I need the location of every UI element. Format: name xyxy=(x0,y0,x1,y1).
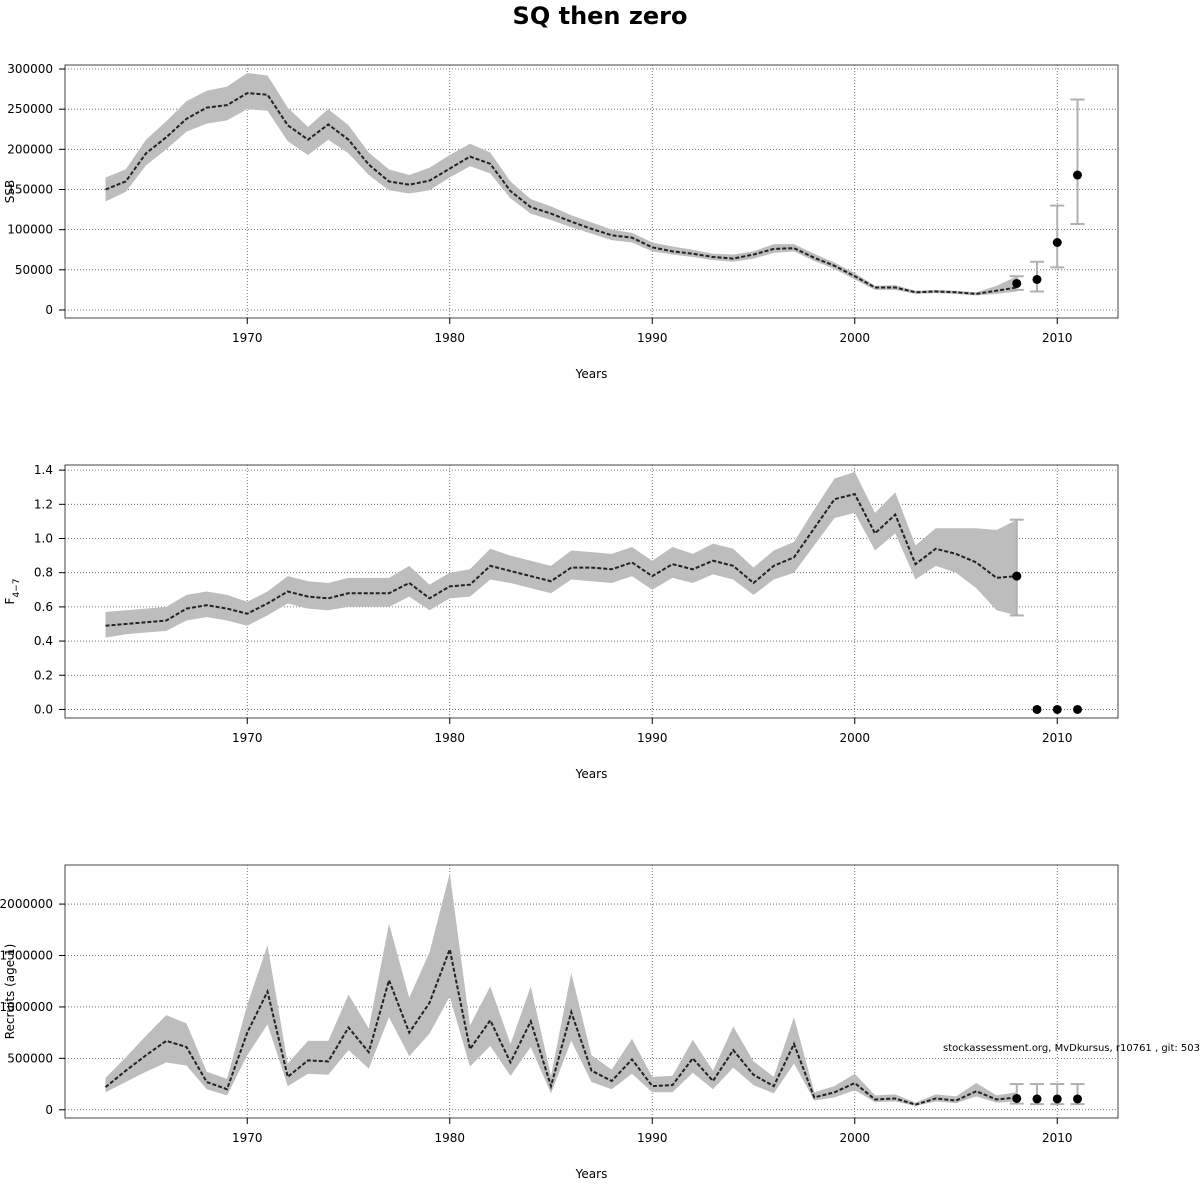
y-tick-label: 0.8 xyxy=(34,566,53,580)
x-tick-label: 1990 xyxy=(637,1131,668,1145)
x-axis-title: Years xyxy=(575,767,608,781)
y-tick-label: 1000000 xyxy=(0,1000,53,1014)
estimate-line xyxy=(104,945,1017,1106)
credit-text: stockassessment.org, MvDkursus, r10761 ,… xyxy=(943,1043,1200,1054)
x-tick-label: 1970 xyxy=(232,331,263,345)
y-tick-label: 1.4 xyxy=(34,463,53,477)
y-tick-label: 300000 xyxy=(7,62,53,76)
y-tick-label: 100000 xyxy=(7,223,53,237)
forecast-point xyxy=(1073,704,1082,714)
y-tick-label: 1.0 xyxy=(34,532,53,546)
y-tick-label: 2000000 xyxy=(0,897,53,911)
y-tick-label: 1500000 xyxy=(0,949,53,963)
plot-frame xyxy=(64,464,1119,719)
y-tick-label: 0.6 xyxy=(34,600,53,614)
x-tick-label: 1970 xyxy=(232,731,263,745)
plot-frame xyxy=(64,64,1119,319)
x-tick-label: 2010 xyxy=(1042,731,1073,745)
x-tick-label: 1970 xyxy=(232,1131,263,1145)
forecast-point xyxy=(1032,704,1042,714)
x-tick-label: 1990 xyxy=(637,331,668,345)
recruits-panel: 1970 1980 1990 2000 2010 0 500000 1000000 150000… xyxy=(0,864,1119,1181)
y-axis-title-main: SSB xyxy=(3,180,17,203)
y-tick-label: 0.0 xyxy=(34,702,53,716)
y-axis-title: F4−7 xyxy=(3,579,22,605)
plot-frame xyxy=(64,864,1119,1119)
y-tick-label: 0.2 xyxy=(34,668,53,682)
y-tick-label: 0.4 xyxy=(34,634,53,648)
y-axis-title: SSB xyxy=(3,180,17,203)
x-axis-title: Years xyxy=(575,1167,608,1181)
forecast-point xyxy=(1012,1093,1022,1103)
y-tick-label: 0 xyxy=(45,303,53,317)
x-tick-label: 2010 xyxy=(1042,331,1073,345)
fbar-panel: 1970 1980 1990 2000 2010 0.0 0.2 0.4 0.6 0.8 1.0 1.… xyxy=(3,463,1119,781)
y-tick-label: 0 xyxy=(45,1103,53,1117)
forecast-point xyxy=(1052,704,1062,714)
estimate-line xyxy=(105,92,1017,295)
forecast-point xyxy=(1073,1094,1082,1104)
x-axis-title: Years xyxy=(575,367,608,381)
chart-title: SQ then zero xyxy=(513,2,688,30)
forecast-point xyxy=(1052,1094,1062,1104)
x-tick-label: 1990 xyxy=(637,731,668,745)
y-axis-title-main: Recruits (age 1) xyxy=(3,944,17,1040)
y-tick-label: 200000 xyxy=(7,142,53,156)
forecast-point xyxy=(1012,571,1022,581)
confidence-band xyxy=(105,873,1017,1106)
confidence-band xyxy=(105,73,1017,296)
y-axis-title-main: F xyxy=(3,597,17,604)
forecast-point xyxy=(1012,278,1022,288)
x-tick-label: 2010 xyxy=(1042,1131,1073,1145)
ssb-panel: 1970 1980 1990 2000 2010 0 50000 100000 150000 20… xyxy=(3,62,1119,381)
estimate-line xyxy=(105,492,1017,627)
y-tick-label: 500000 xyxy=(7,1051,53,1065)
y-tick-label: 150000 xyxy=(7,182,53,196)
forecast-point xyxy=(1073,170,1082,180)
y-tick-label: 1.2 xyxy=(34,497,53,511)
y-axis-title: Recruits (age 1) xyxy=(3,944,17,1040)
y-axis-title-subscript: 4−7 xyxy=(12,579,22,598)
forecast-point xyxy=(1032,1094,1042,1104)
forecast-point xyxy=(1052,238,1062,248)
x-tick-label: 1980 xyxy=(434,1131,465,1145)
x-tick-label: 2000 xyxy=(839,1131,870,1145)
confidence-band xyxy=(105,471,1017,638)
forecast-point xyxy=(1032,274,1042,284)
x-tick-label: 2000 xyxy=(839,331,870,345)
x-tick-label: 1980 xyxy=(434,731,465,745)
y-tick-label: 250000 xyxy=(7,102,53,116)
x-tick-label: 2000 xyxy=(839,731,870,745)
x-tick-label: 1980 xyxy=(434,331,465,345)
y-tick-label: 50000 xyxy=(15,263,53,277)
